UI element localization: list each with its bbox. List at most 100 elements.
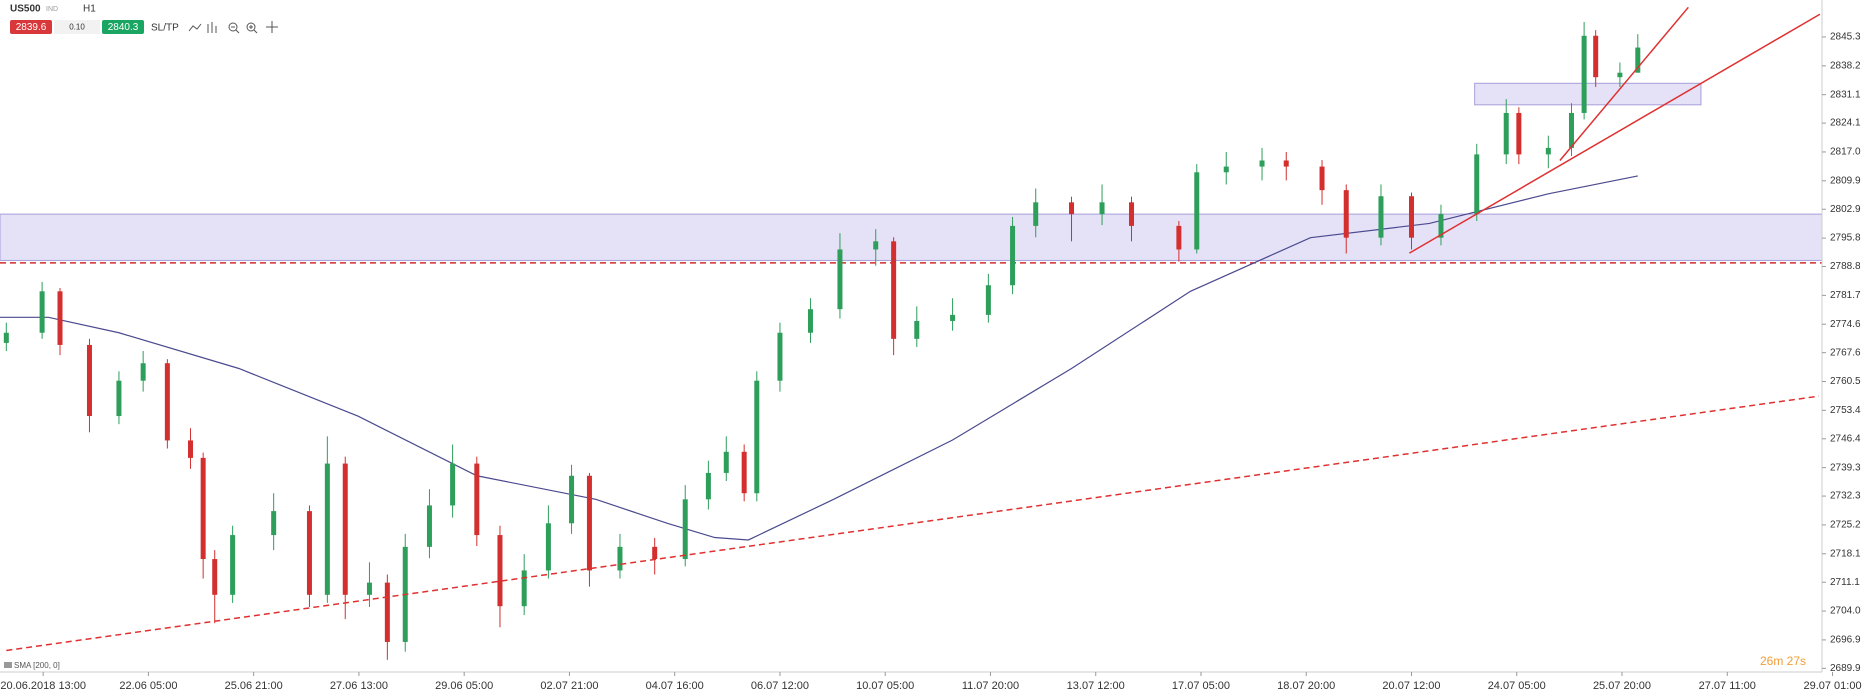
x-tick-label: 04.07 16:00 — [646, 680, 704, 692]
candle-body — [545, 523, 551, 571]
x-tick-label: 20.07 12:00 — [1382, 680, 1440, 692]
candle-body — [200, 457, 206, 560]
candle-body — [1568, 112, 1574, 148]
timer: 26m 27s — [1760, 654, 1806, 668]
sma-legend[interactable]: SMA [200, 0] — [14, 661, 60, 670]
toolbar-icons[interactable] — [188, 21, 278, 34]
x-tick-label: 27.07 11:00 — [1699, 680, 1756, 692]
candle — [950, 298, 956, 331]
x-tick-label: 20.06.2018 13:00 — [0, 680, 86, 692]
candle-body — [86, 344, 92, 417]
y-tick-label: 2696.9 — [1830, 635, 1861, 646]
candle — [1593, 30, 1599, 87]
candle — [1516, 107, 1522, 165]
y-tick-label: 2732.3 — [1830, 491, 1861, 502]
candle — [1069, 196, 1075, 242]
x-tick-label: 06.07 12:00 — [751, 680, 809, 692]
y-tick-label: 2753.4 — [1830, 405, 1861, 416]
candle-body — [873, 241, 879, 250]
sltp[interactable]: SL/TP — [151, 23, 179, 34]
candle — [586, 472, 592, 587]
candle — [1581, 21, 1587, 120]
candle — [1194, 164, 1200, 254]
candle — [1010, 216, 1016, 295]
candle — [1129, 196, 1135, 242]
candle — [754, 371, 760, 502]
candle-body — [1033, 202, 1039, 226]
candle-body — [1099, 202, 1105, 215]
candle-body — [271, 511, 277, 536]
candle — [1176, 221, 1182, 262]
y-tick-label: 2704.0 — [1830, 606, 1861, 617]
x-tick-label: 25.06 21:00 — [225, 680, 283, 692]
candle-body — [230, 535, 236, 595]
candle-body — [891, 241, 897, 339]
y-tick-label: 2802.9 — [1830, 204, 1861, 215]
x-tick-label: 17.07 05:00 — [1172, 680, 1230, 692]
candle-body — [1010, 225, 1016, 286]
candle — [188, 428, 194, 469]
zone — [1474, 82, 1702, 106]
candle — [230, 525, 236, 603]
candle-body — [1319, 166, 1325, 191]
candle — [1635, 34, 1641, 73]
candle-body — [1283, 160, 1289, 167]
candle — [1545, 135, 1551, 169]
candle-body — [1593, 35, 1599, 78]
sell-price[interactable]: 2839.6 — [16, 22, 47, 33]
candle-body — [1438, 214, 1444, 238]
x-tick-label: 22.06 05:00 — [119, 680, 177, 692]
y-tick-label: 2817.0 — [1830, 147, 1861, 158]
candle-body — [1635, 47, 1641, 73]
spread-box — [54, 20, 100, 34]
candle-body — [384, 582, 390, 642]
candle-body — [1545, 147, 1551, 155]
y-tick-label: 2774.6 — [1830, 319, 1861, 330]
trendline — [1559, 6, 1689, 161]
y-tick-label: 2845.3 — [1830, 32, 1861, 43]
zone — [0, 213, 1823, 261]
trendline — [6, 395, 1819, 652]
buy-price[interactable]: 2840.3 — [108, 22, 139, 33]
candle-body — [342, 463, 348, 595]
candle — [985, 273, 991, 323]
candle — [1474, 143, 1480, 222]
timeframe[interactable]: H1 — [83, 4, 96, 15]
candle-body — [1617, 72, 1623, 78]
candle-body — [1129, 202, 1135, 226]
candle — [777, 322, 783, 392]
candle — [1438, 204, 1444, 246]
candle-body — [450, 463, 456, 506]
candle-body — [497, 535, 503, 607]
candle-body — [426, 505, 432, 547]
candle-body — [1069, 202, 1075, 215]
candle — [3, 322, 9, 352]
trendline — [1409, 13, 1821, 254]
buy-box[interactable] — [102, 20, 144, 34]
candle — [39, 281, 45, 339]
candle-body — [324, 463, 330, 595]
candle — [1408, 192, 1414, 250]
candle — [1343, 184, 1349, 254]
x-tick-label: 29.06 05:00 — [435, 680, 493, 692]
candle — [116, 371, 122, 425]
x-tick-label: 10.07 05:00 — [856, 680, 914, 692]
candle — [271, 493, 277, 551]
candle-body — [914, 320, 920, 339]
sell-box[interactable] — [10, 20, 52, 34]
candle — [1033, 188, 1039, 238]
candle-body — [617, 546, 623, 571]
candle — [891, 237, 897, 356]
candle — [545, 505, 551, 579]
candle — [212, 550, 218, 624]
candle-body — [164, 363, 170, 441]
candle — [402, 533, 408, 652]
candle-body — [1176, 225, 1182, 250]
symbol[interactable]: US500 — [10, 4, 41, 15]
candle — [342, 456, 348, 620]
y-tick-label: 2831.1 — [1830, 89, 1861, 100]
candle-body — [950, 314, 956, 321]
candle-body — [741, 451, 747, 494]
candle — [1099, 184, 1105, 226]
kind: IND — [46, 6, 58, 13]
